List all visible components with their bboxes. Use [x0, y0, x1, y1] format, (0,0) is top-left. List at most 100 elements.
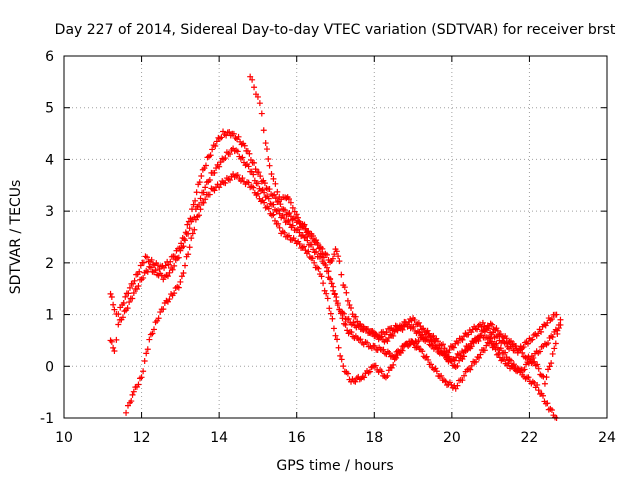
data-point [254, 93, 261, 100]
data-point [502, 349, 509, 356]
data-point [265, 156, 272, 163]
data-point [404, 341, 411, 348]
data-point [135, 282, 142, 289]
data-point [175, 284, 182, 291]
data-point [274, 188, 281, 195]
data-point [510, 361, 517, 368]
data-point [320, 280, 327, 287]
data-point [251, 84, 258, 91]
data-point [148, 256, 155, 263]
data-point [452, 385, 459, 392]
data-point [454, 362, 461, 369]
data-point [256, 100, 263, 107]
data-point [200, 199, 207, 206]
data-point [177, 278, 184, 285]
data-point [143, 350, 150, 357]
data-point [394, 352, 401, 359]
data-point [200, 189, 207, 196]
data-point [287, 199, 294, 206]
data-point [250, 184, 257, 191]
data-point [235, 133, 242, 140]
data-point [334, 302, 341, 309]
data-point [545, 340, 552, 347]
data-point [323, 290, 330, 297]
data-point [261, 189, 268, 196]
data-point [113, 336, 120, 343]
data-point [130, 388, 137, 395]
data-point [227, 151, 234, 158]
data-point [190, 201, 197, 208]
data-point [334, 336, 341, 343]
data-point [275, 220, 282, 227]
data-point [311, 259, 318, 266]
data-point [344, 370, 351, 377]
data-point [445, 353, 452, 360]
data-point [380, 346, 387, 353]
data-point [218, 134, 225, 141]
data-point [140, 368, 147, 375]
data-point [529, 336, 536, 343]
data-point [555, 321, 562, 328]
data-point [119, 314, 126, 321]
data-point [293, 211, 300, 218]
data-point [337, 308, 344, 315]
data-point [140, 259, 147, 266]
data-point [230, 130, 237, 137]
data-point [144, 254, 151, 261]
data-point [140, 274, 147, 281]
data-point [521, 366, 528, 373]
data-point [446, 346, 453, 353]
data-point [216, 163, 223, 170]
data-point [270, 211, 277, 218]
data-point [384, 372, 391, 379]
data-point [503, 335, 510, 342]
data-point [120, 299, 127, 306]
y-tick-label: 1 [45, 308, 54, 324]
data-point [301, 221, 308, 228]
data-point [378, 333, 385, 340]
data-point [423, 353, 430, 360]
data-point [300, 243, 307, 250]
data-point [313, 237, 320, 244]
data-point [419, 331, 426, 338]
plot-frame [63, 55, 608, 419]
data-point [164, 273, 171, 280]
series-track-3 [123, 171, 560, 421]
data-point [390, 361, 397, 368]
data-point [263, 146, 270, 153]
x-tick-label: 22 [521, 430, 539, 446]
data-point [195, 212, 202, 219]
data-point [348, 329, 355, 336]
data-point [536, 348, 543, 355]
y-tick-label: 4 [45, 152, 54, 168]
data-point [366, 368, 373, 375]
data-point [414, 343, 421, 350]
data-point [512, 364, 519, 371]
data-point [317, 253, 324, 260]
data-point [333, 294, 340, 301]
data-point [129, 391, 136, 398]
data-point [544, 319, 551, 326]
data-point [245, 179, 252, 186]
data-point [281, 229, 288, 236]
data-point [546, 363, 553, 370]
data-point [534, 381, 541, 388]
data-point [323, 251, 330, 258]
data-point [345, 315, 352, 322]
data-point [272, 180, 279, 187]
data-point [111, 347, 118, 354]
data-point [154, 262, 161, 269]
data-point [129, 295, 136, 302]
data-point [343, 289, 350, 296]
chart-title: Day 227 of 2014, Sidereal Day-to-day VTE… [55, 22, 616, 38]
data-point [308, 241, 315, 248]
x-tick-label: 10 [55, 430, 73, 446]
data-point [182, 262, 189, 269]
data-point [286, 221, 293, 228]
data-point [130, 280, 137, 287]
data-point [111, 306, 118, 313]
data-point [494, 327, 501, 334]
data-point [202, 196, 209, 203]
data-point [390, 332, 397, 339]
